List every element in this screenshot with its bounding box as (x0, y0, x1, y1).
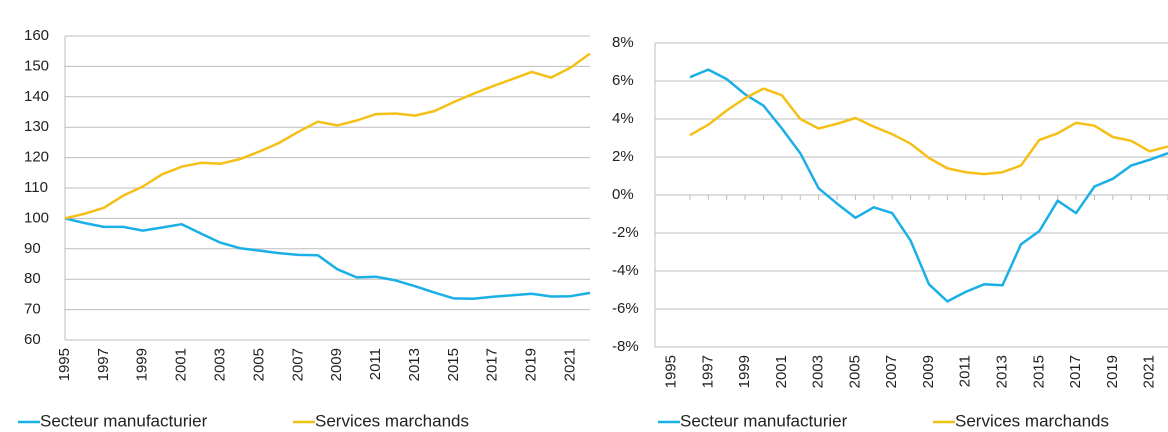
y-tick-label: 80 (24, 270, 41, 287)
y-tick-label: 8% (612, 34, 634, 51)
x-tick-label: 2021 (1141, 355, 1158, 388)
y-tick-label: -8% (612, 338, 639, 355)
x-tick-label: 2015 (1030, 355, 1047, 388)
series-line (64, 217, 591, 300)
x-tick-label: 2003 (810, 355, 827, 388)
x-tick-label: 1997 (699, 355, 716, 388)
y-tick-label: 110 (24, 179, 48, 196)
y-tick-label: 90 (24, 240, 41, 257)
x-tick-label: 2017 (1067, 355, 1084, 388)
y-tick-label: 100 (24, 209, 49, 226)
x-tick-label: 2011 (367, 348, 384, 380)
y-tick-label: 60 (24, 331, 41, 348)
x-tick-label: 1999 (736, 355, 753, 388)
y-tick-label: 4% (612, 110, 634, 127)
y-tick-label: 160 (24, 27, 49, 44)
x-tick-label: 2021 (562, 348, 579, 381)
legend-label: Secteur manufacturier (40, 411, 208, 430)
x-tick-label: 2003 (212, 348, 229, 381)
x-tick-label: 2005 (250, 348, 267, 381)
x-tick-label: 2015 (445, 348, 462, 381)
y-tick-label: 140 (24, 88, 49, 105)
x-tick-label: 2001 (173, 348, 190, 381)
x-tick-label: 2009 (328, 348, 345, 381)
x-tick-label: 2017 (484, 348, 501, 381)
y-tick-label: -2% (612, 224, 639, 241)
x-tick-label: 1999 (134, 348, 151, 381)
y-tick-label: 2% (612, 148, 634, 165)
y-tick-label: 70 (24, 301, 41, 318)
x-tick-label: 2013 (406, 348, 423, 381)
x-tick-label: 2019 (1104, 355, 1121, 388)
y-tick-label: 0% (612, 186, 634, 203)
x-tick-label: 2013 (993, 355, 1010, 388)
y-tick-label: 130 (24, 118, 49, 135)
y-tick-label: -4% (612, 262, 639, 279)
series-line (689, 68, 1168, 303)
legend-label: Services marchands (955, 411, 1109, 430)
series-line (64, 52, 591, 220)
x-tick-label: 2007 (883, 355, 900, 388)
y-tick-label: 150 (24, 57, 49, 74)
x-tick-label: 2001 (773, 355, 790, 388)
x-tick-label: 2009 (920, 355, 937, 388)
x-tick-label: 2007 (289, 348, 306, 381)
x-tick-label: 1995 (663, 355, 680, 388)
series-line (689, 87, 1168, 176)
y-tick-label: 120 (24, 149, 49, 166)
legend-label: Secteur manufacturier (680, 411, 848, 430)
legend-label: Services marchands (315, 411, 469, 430)
x-tick-label: 1997 (95, 348, 112, 381)
x-tick-label: 2019 (523, 348, 540, 381)
x-tick-label: 2005 (846, 355, 863, 388)
y-tick-label: 6% (612, 72, 634, 89)
x-tick-label: 2011 (957, 355, 974, 387)
y-tick-label: -6% (612, 300, 639, 317)
x-tick-label: 1995 (56, 348, 73, 381)
